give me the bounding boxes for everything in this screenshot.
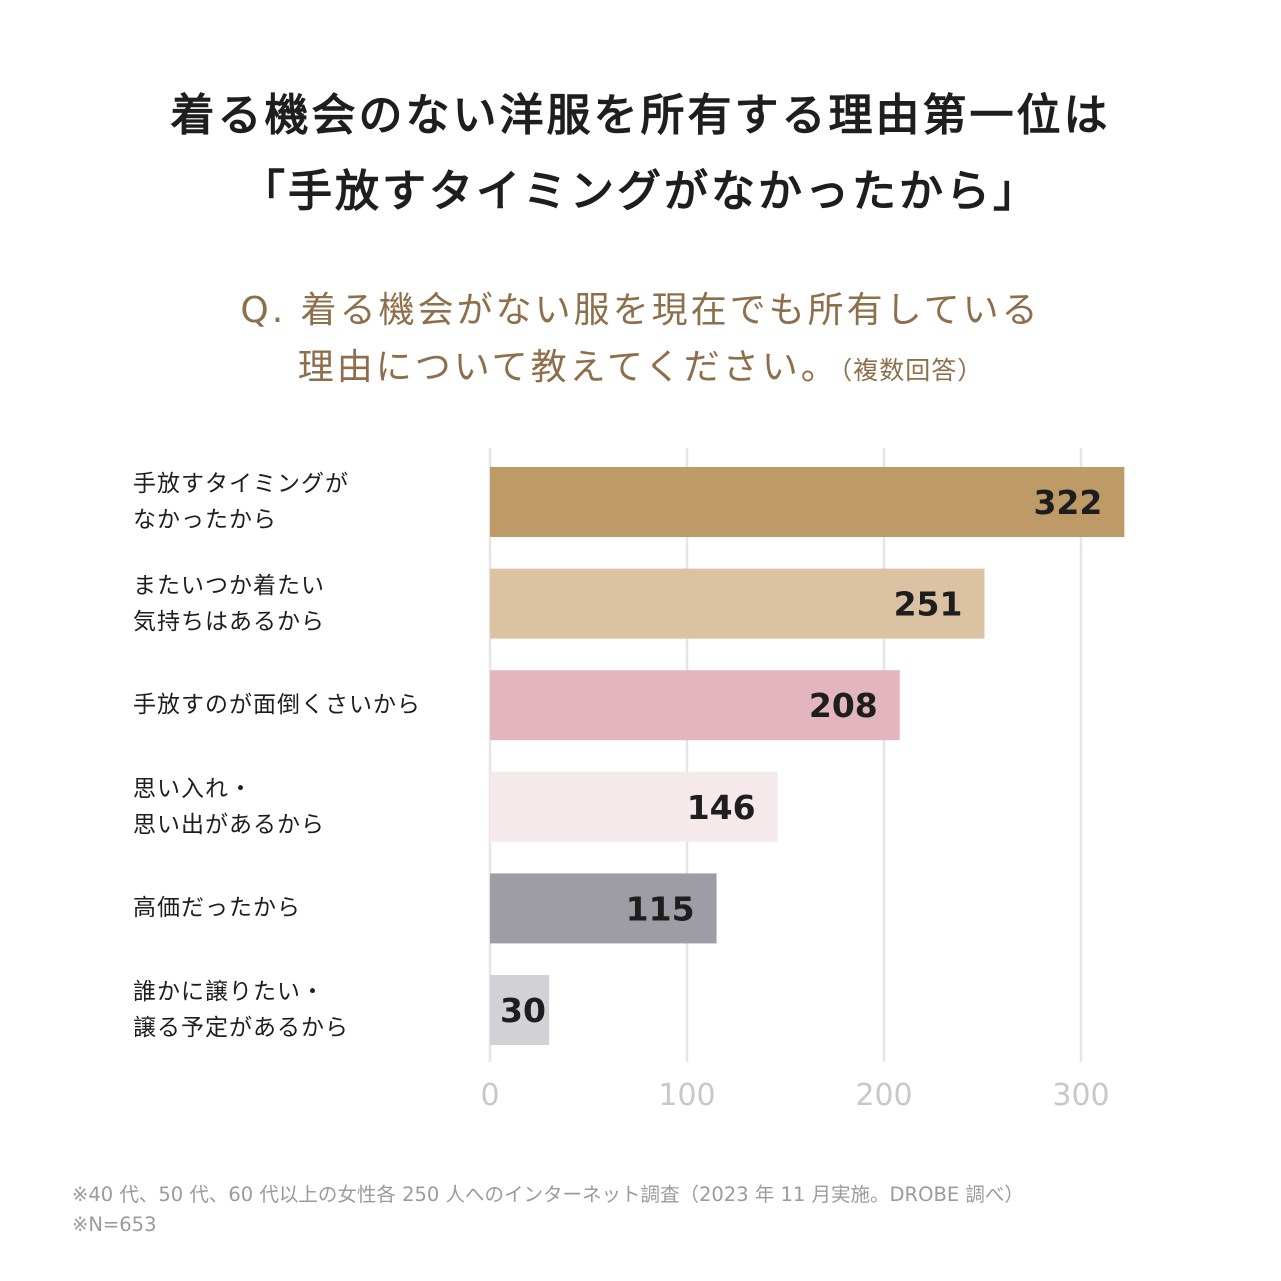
category-label-line: 思い出があるから (133, 811, 325, 838)
data-label: 115 (626, 889, 695, 928)
footnote-line-2: ※N=653 (72, 1213, 157, 1236)
question-line-2: 理由について教えてください。（複数回答） (0, 339, 1281, 399)
title-line-1: 着る機会のない洋服を所有する理由第一位は (170, 90, 1111, 141)
bar (490, 467, 1125, 537)
question-line-1: Q. 着る機会がない服を現在でも所有している (240, 290, 1041, 331)
category-label-line: なかったから (133, 507, 277, 533)
category-label: 高価だったから (133, 890, 473, 926)
data-label: 30 (500, 991, 546, 1030)
category-label-line: 高価だったから (133, 895, 301, 922)
bar (490, 771, 778, 842)
category-label: 手放すのが面倒くさいから (133, 687, 473, 723)
bars: 322 251 208 146 115 30 (490, 467, 1125, 1045)
x-tick-label: 300 (1052, 1078, 1109, 1113)
x-axis-ticks: 0 100 200 300 (480, 1078, 1109, 1113)
bar (490, 568, 985, 639)
bar (490, 873, 717, 944)
question-text: Q. 着る機会がない服を現在でも所有している 理由について教えてください。（複数… (0, 282, 1281, 399)
category-label: 手放すタイミングが なかったから (133, 466, 473, 538)
x-tick-label: 200 (855, 1078, 912, 1113)
category-label: 誰かに譲りたい・ 譲る予定があるから (133, 974, 473, 1046)
category-label-line: 思い入れ・ (133, 775, 253, 802)
data-label: 322 (1033, 483, 1102, 522)
category-label-line: またいつか着たい (133, 572, 325, 599)
category-label-line: 手放すタイミングが (133, 471, 349, 497)
data-label: 251 (894, 585, 963, 624)
question-line-2-main: 理由について教えてください。 (297, 347, 840, 388)
x-tick-label: 0 (480, 1078, 499, 1113)
title-line-2: 「手放すタイミングがなかったから」 (241, 166, 1040, 217)
footnote: ※40 代、50 代、60 代以上の女性各 250 人へのインターネット調査（2… (72, 1180, 1024, 1240)
category-label-line: 手放すのが面倒くさいから (133, 692, 421, 719)
chart-title: 着る機会のない洋服を所有する理由第一位は 「手放すタイミングがなかったから」 (0, 78, 1281, 230)
gridlines (488, 448, 1083, 1062)
bar (490, 670, 900, 741)
data-label: 146 (687, 788, 756, 827)
bar (490, 975, 550, 1045)
x-tick-label: 100 (658, 1078, 715, 1113)
question-note: （複数回答） (839, 356, 984, 385)
category-label-line: 気持ちはあるから (133, 608, 325, 635)
category-label-line: 譲る予定があるから (133, 1015, 349, 1041)
footnote-line-1: ※40 代、50 代、60 代以上の女性各 250 人へのインターネット調査（2… (72, 1183, 1024, 1206)
category-label: またいつか着たい 気持ちはあるから (133, 568, 473, 640)
category-label-line: 誰かに譲りたい・ (133, 979, 325, 1005)
category-label: 思い入れ・思い出があるから (133, 771, 473, 843)
data-label: 208 (809, 686, 878, 725)
